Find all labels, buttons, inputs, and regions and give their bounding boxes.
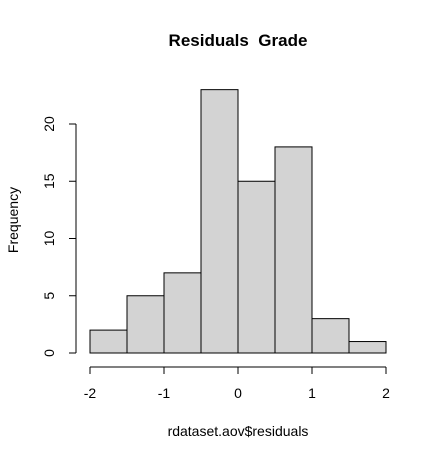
y-tick-label-0: 0 — [41, 349, 57, 357]
y-axis: 0 5 10 15 20 — [41, 116, 77, 357]
y-tick-label-2: 10 — [41, 231, 57, 247]
histogram-bar-4 — [237, 180, 276, 354]
histogram-bar-2 — [163, 272, 202, 354]
histogram-bar-0 — [89, 329, 128, 354]
x-tick-label-3: 1 — [308, 385, 316, 401]
histogram-bar-3 — [200, 89, 239, 354]
y-tick-label-4: 20 — [41, 116, 57, 132]
y-axis-label: Frequency — [5, 187, 21, 253]
y-tick-label-1: 5 — [41, 292, 57, 300]
histogram-bar-5 — [274, 146, 313, 354]
x-tick-label-2: 0 — [234, 385, 242, 401]
x-tick-label-4: 2 — [382, 385, 390, 401]
y-tick-label-3: 15 — [41, 173, 57, 189]
bars-group — [89, 89, 387, 354]
chart-title: Residuals Grade — [169, 31, 308, 50]
x-tick-label-1: -1 — [158, 385, 171, 401]
histogram-bar-6 — [311, 318, 350, 354]
x-tick-label-0: -2 — [84, 385, 97, 401]
x-axis-label: rdataset.aov$residuals — [168, 423, 309, 439]
histogram-bar-1 — [126, 295, 165, 354]
histogram-bar-7 — [348, 341, 387, 354]
x-axis: -2 -1 0 1 2 — [84, 366, 390, 401]
